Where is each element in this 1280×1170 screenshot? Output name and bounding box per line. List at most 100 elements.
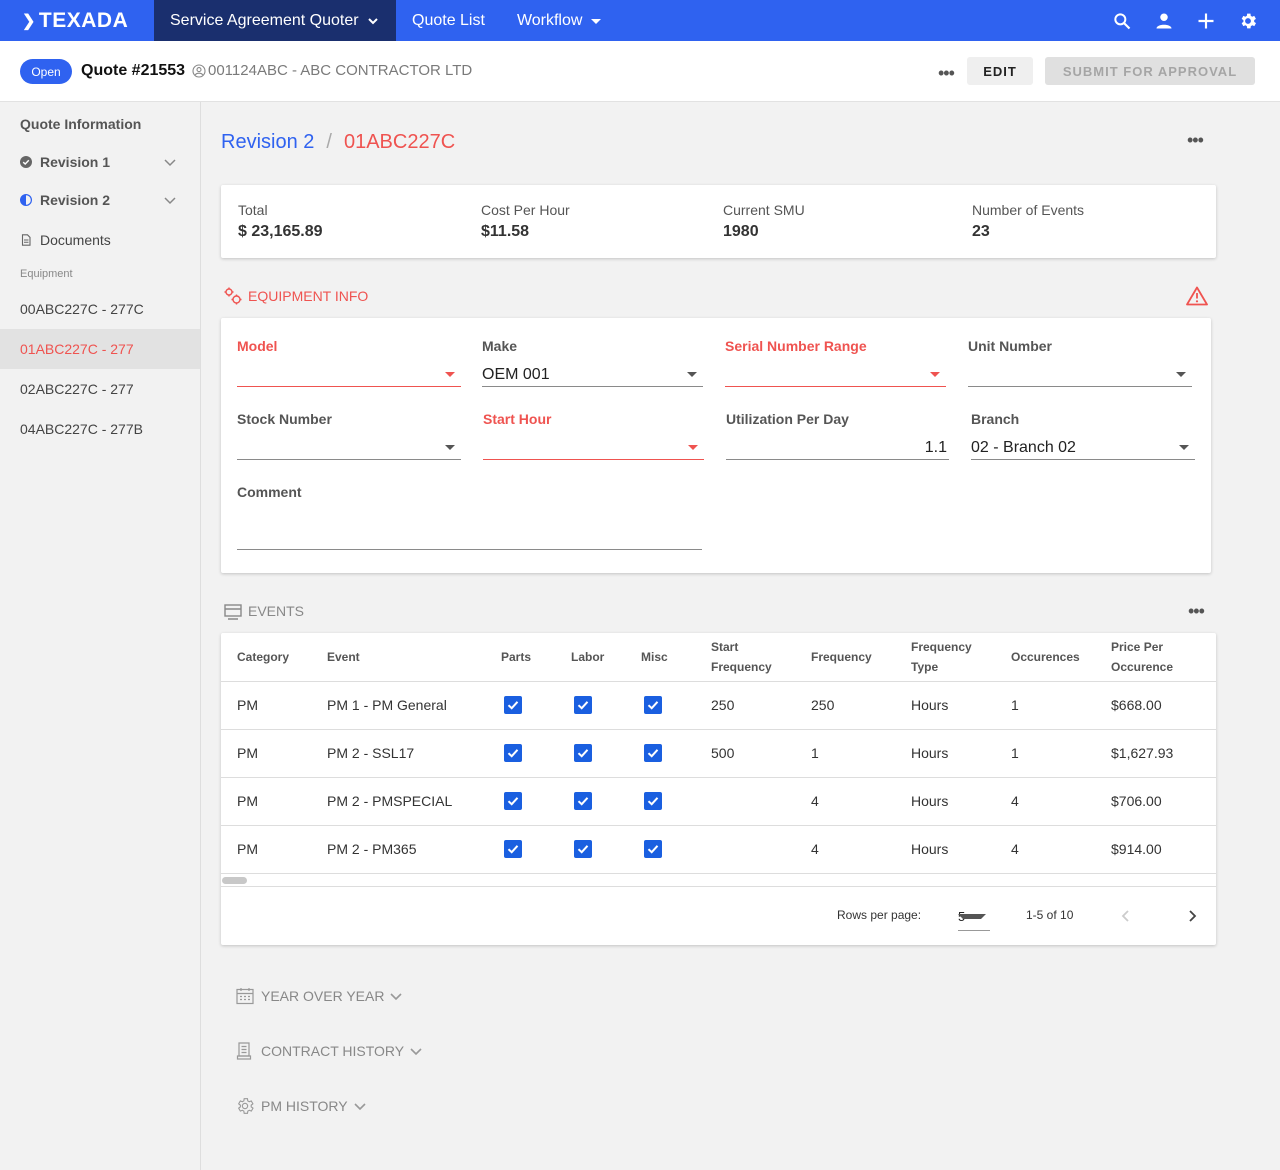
column-header[interactable]: Category	[221, 633, 327, 682]
add-icon[interactable]	[1196, 11, 1216, 31]
table-row[interactable]: PM PM 1 - PM General 250 250 Hours 1 $668.00	[221, 681, 1216, 730]
column-header[interactable]: Frequency Type	[911, 633, 1011, 682]
tab-quote-list[interactable]: Quote List	[396, 0, 501, 41]
comment-input[interactable]	[237, 526, 702, 550]
serial-number-range-field[interactable]: Serial Number Range	[725, 338, 946, 387]
model-select[interactable]	[237, 363, 461, 387]
more-options-icon[interactable]: •••	[938, 63, 955, 83]
branch-field[interactable]: Branch 02 - Branch 02	[971, 411, 1195, 460]
sidebar-item-equipment[interactable]: 02ABC227C - 277	[20, 381, 134, 397]
cell-category: PM	[221, 825, 327, 874]
horizontal-scrollbar[interactable]	[221, 873, 1216, 887]
status-badge: Open	[20, 59, 72, 84]
column-header[interactable]: Event	[327, 633, 501, 682]
parts-checkbox[interactable]	[504, 695, 522, 714]
column-header[interactable]: Misc	[641, 633, 711, 682]
field-label: Comment	[237, 484, 302, 500]
tab-service-agreement-quoter[interactable]: Service Agreement Quoter	[154, 0, 396, 41]
sidebar-item-equipment[interactable]: 00ABC227C - 277C	[20, 301, 144, 317]
cell-frequency: 250	[811, 681, 911, 730]
next-page-icon[interactable]	[1185, 909, 1199, 923]
previous-page-icon[interactable]	[1119, 909, 1133, 923]
sidebar-item-documents[interactable]: Documents	[20, 232, 111, 248]
search-icon[interactable]	[1112, 11, 1132, 31]
column-header[interactable]: Parts	[501, 633, 571, 682]
labor-checkbox[interactable]	[574, 839, 592, 858]
events-more-options-icon[interactable]: •••	[1188, 601, 1205, 621]
sidebar-item-equipment-active[interactable]: 01ABC227C - 277	[0, 329, 200, 369]
stat-number-of-events: Number of Events 23	[972, 202, 1084, 241]
labor-checkbox[interactable]	[574, 695, 592, 714]
utilization-per-day-field[interactable]: Utilization Per Day 1.1	[726, 411, 949, 460]
caret-down-icon	[930, 372, 940, 377]
labor-checkbox-cell	[571, 777, 641, 826]
start-hour-select[interactable]	[483, 436, 704, 460]
submit-for-approval-button[interactable]: SUBMIT FOR APPROVAL	[1045, 57, 1255, 85]
model-field[interactable]: Model	[237, 338, 461, 387]
rows-per-page-select[interactable]: 5	[958, 901, 990, 931]
cell-price: $1,627.93	[1111, 729, 1216, 778]
quote-number: Quote #21553	[81, 62, 186, 79]
misc-checkbox[interactable]	[644, 695, 662, 714]
unit-number-select[interactable]	[968, 363, 1192, 387]
year-over-year-section[interactable]: YEAR OVER YEAR	[235, 986, 403, 1006]
labor-checkbox[interactable]	[574, 743, 592, 762]
utilization-per-day-input[interactable]: 1.1	[726, 436, 949, 460]
start-hour-field[interactable]: Start Hour	[483, 411, 704, 460]
chevron-down-icon[interactable]	[164, 194, 176, 206]
misc-checkbox[interactable]	[644, 743, 662, 762]
field-label: Unit Number	[968, 338, 1052, 354]
settings-icon[interactable]	[1238, 11, 1258, 31]
cell-frequency-type: Hours	[911, 777, 1011, 826]
cell-event: PM 2 - SSL17	[327, 729, 501, 778]
chevron-down-icon[interactable]	[164, 156, 176, 168]
branch-select[interactable]: 02 - Branch 02	[971, 436, 1195, 460]
parts-checkbox-cell	[501, 777, 571, 826]
cell-start-frequency: 500	[711, 729, 811, 778]
comment-field[interactable]: Comment	[237, 484, 702, 550]
user-icon[interactable]	[1154, 11, 1174, 31]
unit-number-field[interactable]: Unit Number	[968, 338, 1192, 387]
column-header[interactable]: Frequency	[811, 633, 911, 682]
parts-checkbox[interactable]	[504, 839, 522, 858]
field-value: 1.1	[924, 438, 947, 456]
events-icon	[224, 604, 242, 620]
parts-checkbox[interactable]	[504, 743, 522, 762]
tab-workflow[interactable]: Workflow	[501, 0, 619, 41]
table-row[interactable]: PM PM 2 - PM365 4 Hours 4 $914.00	[221, 825, 1216, 874]
make-select[interactable]: OEM 001	[482, 363, 703, 387]
misc-checkbox-cell	[641, 825, 711, 874]
caret-down-icon	[688, 445, 698, 450]
sidebar-item-revision-1[interactable]: Revision 1	[20, 152, 180, 172]
more-options-icon[interactable]: •••	[1187, 130, 1204, 150]
stock-number-field[interactable]: Stock Number	[237, 411, 461, 460]
table-row[interactable]: PM PM 2 - PMSPECIAL 4 Hours 4 $706.00	[221, 777, 1216, 826]
stat-value: $11.58	[481, 223, 530, 240]
column-header-line: Type	[911, 659, 939, 674]
column-header-line: Occurence	[1111, 659, 1174, 674]
make-field[interactable]: Make OEM 001	[482, 338, 703, 387]
pm-history-section[interactable]: PM HISTORY	[235, 1096, 366, 1116]
scrollbar-thumb[interactable]	[222, 877, 247, 884]
misc-checkbox[interactable]	[644, 839, 662, 858]
sidebar-item-revision-2[interactable]: Revision 2	[20, 190, 180, 210]
column-header[interactable]: Labor	[571, 633, 641, 682]
caret-down-icon	[687, 372, 697, 377]
parts-checkbox[interactable]	[504, 791, 522, 810]
column-header[interactable]: Occurences	[1011, 633, 1111, 682]
parts-checkbox-cell	[501, 729, 571, 778]
stock-number-select[interactable]	[237, 436, 461, 460]
quote-header: Open Quote #21553 001124ABC - ABC CONTRA…	[0, 41, 1280, 102]
brand-logo[interactable]: ❯ TEXADA	[0, 0, 154, 41]
table-row[interactable]: PM PM 2 - SSL17 500 1 Hours 1 $1,627.93	[221, 729, 1216, 778]
column-header[interactable]: Price Per Occurence	[1111, 633, 1216, 682]
misc-checkbox[interactable]	[644, 791, 662, 810]
labor-checkbox[interactable]	[574, 791, 592, 810]
column-header[interactable]: Start Frequency	[711, 633, 811, 682]
sidebar-item-equipment[interactable]: 04ABC227C - 277B	[20, 421, 143, 437]
contract-history-section[interactable]: CONTRACT HISTORY	[235, 1041, 422, 1061]
breadcrumb-revision[interactable]: Revision 2	[221, 131, 315, 153]
stat-total: Total $ 23,165.89	[238, 202, 323, 241]
serial-number-range-select[interactable]	[725, 363, 946, 387]
edit-button[interactable]: EDIT	[967, 57, 1033, 85]
